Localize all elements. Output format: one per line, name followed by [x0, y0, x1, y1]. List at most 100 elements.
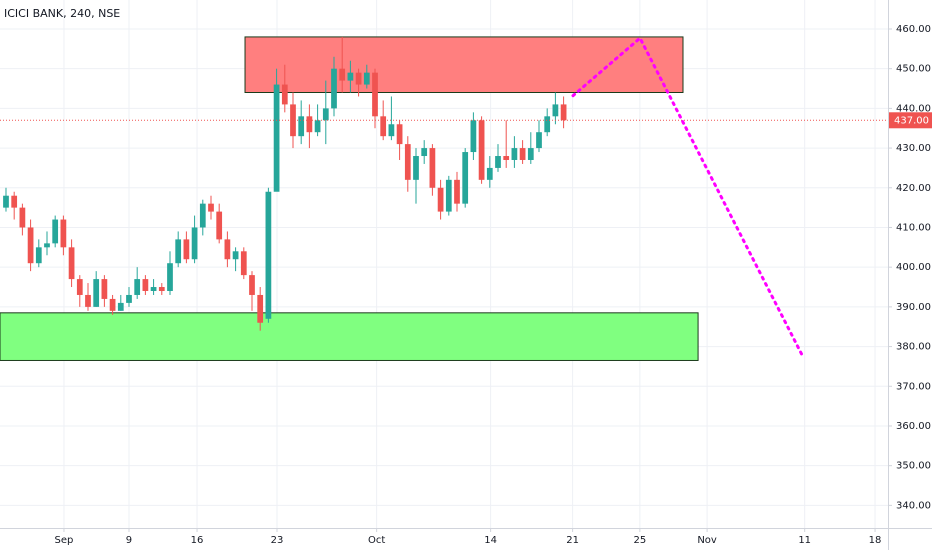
candle-body	[68, 247, 75, 280]
candle-body	[142, 279, 149, 291]
y-tick-label: 440.00	[896, 103, 931, 114]
candle-body	[396, 124, 403, 145]
candle-body	[290, 104, 296, 137]
x-tick-label: 16	[191, 535, 204, 546]
last-price-badge	[889, 112, 932, 129]
x-tick-label: 21	[566, 535, 579, 546]
candle-body	[19, 207, 26, 228]
y-tick-label: 400.00	[896, 262, 931, 273]
y-tick-label: 410.00	[896, 222, 931, 233]
candle-body	[117, 302, 124, 311]
candle-body	[363, 72, 370, 85]
candle-body	[421, 148, 428, 157]
x-tick-label: 9	[126, 535, 132, 546]
y-tick-label: 450.00	[896, 64, 931, 75]
candle-body	[404, 144, 411, 180]
x-tick-label: 14	[484, 535, 497, 546]
candle-body	[216, 211, 223, 240]
candle-body	[339, 68, 346, 81]
y-tick-label: 340.00	[896, 500, 931, 511]
candle-body	[552, 104, 559, 117]
projection-line	[571, 35, 805, 359]
x-tick-label: Sep	[55, 535, 74, 546]
y-tick-label: 420.00	[896, 183, 931, 194]
candle-body	[519, 148, 526, 160]
over-layer	[0, 35, 888, 359]
y-tick-label: 350.00	[896, 461, 931, 472]
candle-body	[27, 227, 34, 264]
y-tick-label: 430.00	[896, 143, 931, 154]
y-tick-label: 460.00	[896, 24, 931, 35]
candle-body	[224, 239, 231, 260]
candle-body	[158, 287, 165, 291]
zone	[0, 312, 699, 361]
grid-layer	[0, 0, 888, 528]
y-tick-label: 360.00	[896, 421, 931, 432]
candle-body	[249, 275, 255, 295]
candle-body	[470, 120, 477, 153]
candle-body	[437, 187, 444, 212]
candle-body	[208, 203, 214, 212]
candle-layer	[3, 36, 567, 331]
candle-body	[454, 179, 460, 204]
candle-body	[11, 195, 18, 208]
y-tick-label: 390.00	[896, 302, 931, 313]
candle-body	[101, 279, 108, 299]
candle-body	[462, 152, 469, 204]
candle-body	[265, 191, 272, 319]
x-tick-label: 18	[869, 535, 882, 546]
candle-body	[232, 251, 239, 260]
chart-title: ICICI BANK, 240, NSE	[4, 7, 120, 20]
zone-layer	[0, 36, 699, 361]
y-tick-label: 380.00	[896, 342, 931, 353]
x-tick-label: 25	[633, 535, 646, 546]
candle-body	[199, 203, 206, 228]
candle-body	[388, 124, 395, 137]
candle-body	[76, 279, 83, 295]
candle-body	[134, 279, 141, 295]
candle-body	[314, 120, 321, 133]
last-price-label: 437.00	[894, 115, 929, 126]
candle-body	[93, 279, 100, 307]
candle-body	[445, 179, 452, 212]
candle-body	[150, 287, 157, 291]
candle-body	[298, 116, 305, 137]
candle-body	[183, 239, 190, 260]
candle-body	[175, 239, 182, 264]
x-tick-label: Oct	[368, 535, 385, 546]
candle-body	[44, 243, 50, 248]
candle-body	[35, 247, 42, 264]
candle-body	[191, 227, 198, 260]
candle-body	[413, 156, 419, 180]
candle-body	[85, 294, 91, 307]
candle-body	[527, 148, 534, 160]
candle-body	[52, 219, 59, 244]
x-tick-label: Nov	[697, 535, 717, 546]
candle-body	[544, 116, 551, 133]
candle-body	[60, 219, 67, 248]
candle-body	[478, 120, 485, 180]
candle-body	[109, 298, 116, 311]
candle-body	[536, 132, 542, 149]
y-tick-label: 370.00	[896, 381, 931, 392]
candle-body	[486, 167, 493, 180]
candle-body	[429, 148, 436, 188]
candle-body	[511, 148, 518, 160]
candle-body	[3, 195, 9, 208]
candle-body	[306, 116, 313, 133]
candle-body	[495, 156, 501, 168]
candle-body	[281, 84, 288, 105]
x-tick-label: 23	[271, 535, 284, 546]
zone	[244, 36, 684, 93]
candle-body	[240, 251, 247, 276]
candle-body	[331, 68, 337, 109]
candle-body	[355, 72, 362, 85]
candle-body	[347, 72, 354, 81]
axis-layer: 340.00 350.00 360.00 370.00 380.00 390.00 400.…	[55, 24, 932, 546]
x-tick-label: 11	[798, 535, 811, 546]
candle-body	[322, 108, 329, 121]
candle-body	[167, 263, 173, 291]
candle-body	[560, 104, 567, 121]
candle-body	[273, 84, 280, 192]
